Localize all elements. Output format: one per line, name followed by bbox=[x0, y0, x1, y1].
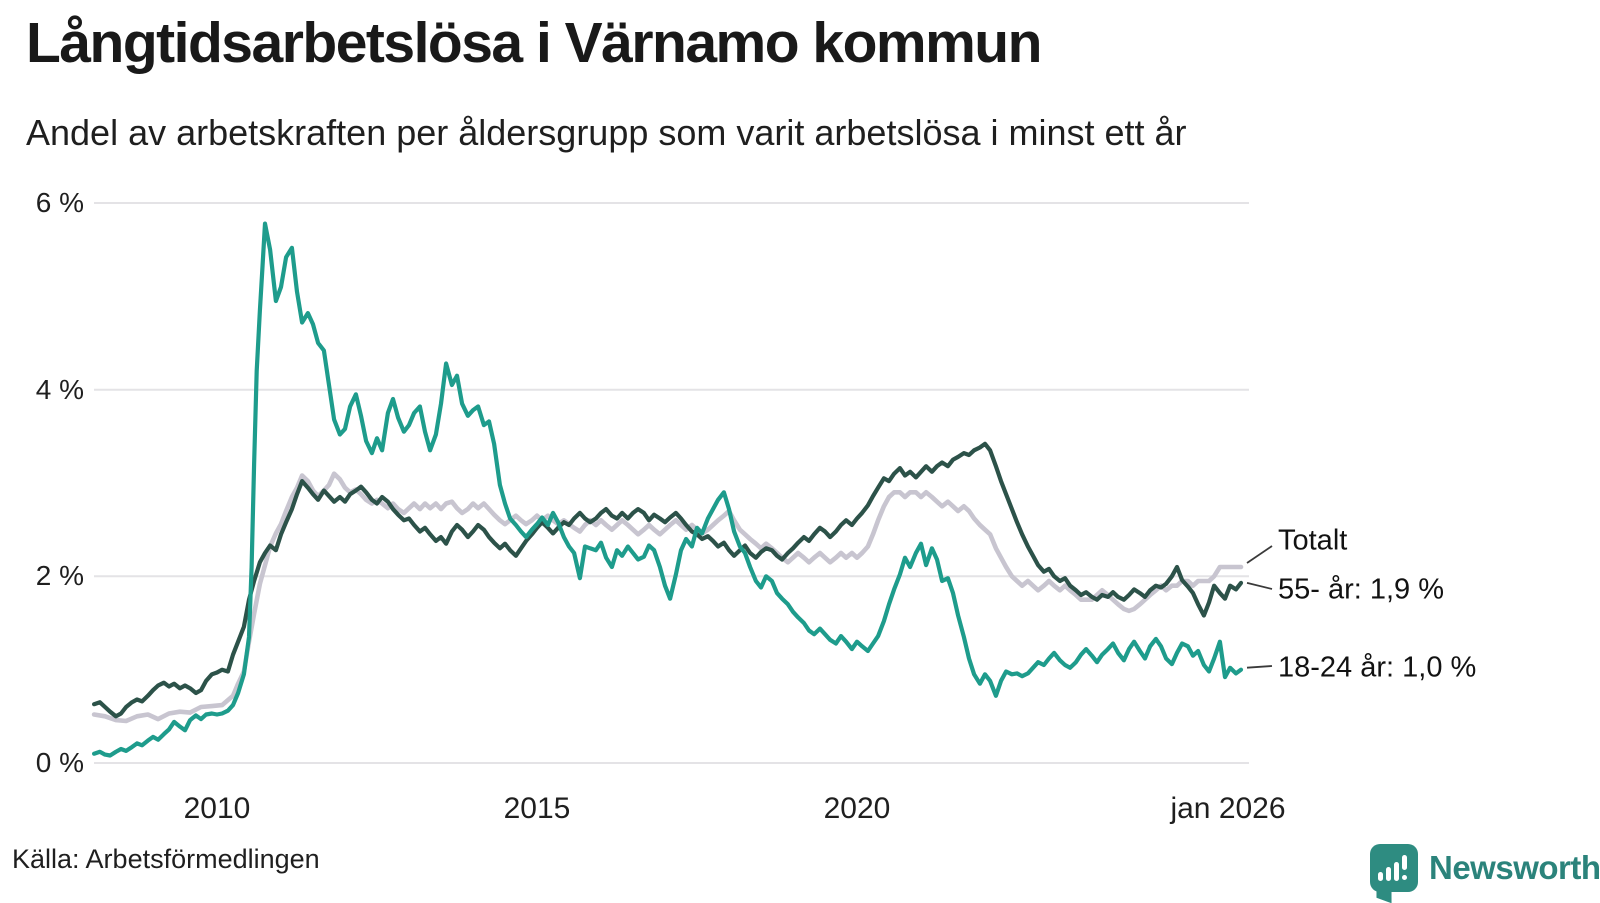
newsworthy-logo-icon bbox=[1370, 844, 1418, 903]
annotation-totalt: Totalt bbox=[1278, 524, 1348, 557]
source-note: Källa: Arbetsförmedlingen bbox=[12, 844, 320, 874]
logo-exclamation-dot bbox=[1402, 875, 1407, 880]
y-tick-4: 4 % bbox=[35, 374, 84, 405]
newsworthy-branding: Newsworthy bbox=[1370, 843, 1600, 903]
y-tick-0: 0 % bbox=[35, 747, 84, 778]
page-subtitle: Andel av arbetskraften per åldersgrupp s… bbox=[26, 112, 1187, 153]
logo-bar-1 bbox=[1378, 872, 1383, 881]
x-tick-2010: 2010 bbox=[183, 792, 251, 825]
x-tick-jan2026: jan 2026 bbox=[1170, 792, 1286, 825]
leader-55-ar bbox=[1246, 581, 1273, 590]
logo-bar-2 bbox=[1386, 867, 1391, 881]
annotation-55-ar: 55- år: 1,9 % bbox=[1278, 573, 1445, 606]
leader-totalt bbox=[1246, 545, 1273, 564]
newsworthy-wordmark: Newsworthy bbox=[1429, 849, 1600, 886]
logo-exclamation-bar bbox=[1402, 855, 1407, 870]
x-tick-2015: 2015 bbox=[503, 792, 571, 825]
logo-bar-3 bbox=[1394, 862, 1399, 881]
series-line-18-24-r bbox=[91, 221, 1244, 758]
x-tick-2020: 2020 bbox=[823, 792, 891, 825]
leader-18-24 bbox=[1246, 665, 1273, 669]
page-title: Långtidsarbetslösa i Värnamo kommun bbox=[26, 11, 1042, 75]
y-tick-6: 6 % bbox=[35, 187, 84, 218]
annotation-18-24: 18-24 år: 1,0 % bbox=[1278, 651, 1477, 684]
y-tick-2: 2 % bbox=[35, 560, 84, 591]
series-line-55-r bbox=[91, 441, 1244, 719]
